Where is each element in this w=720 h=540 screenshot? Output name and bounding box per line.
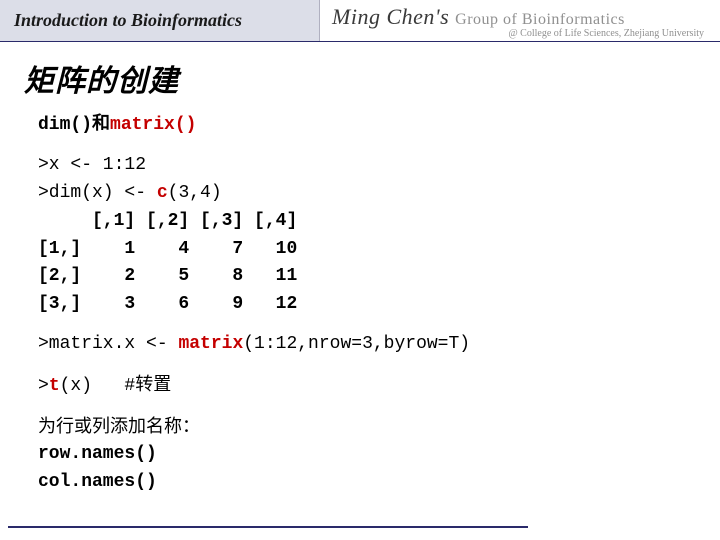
group-line: Ming Chen's Group of Bioinformatics <box>332 4 720 30</box>
code-block-3: >t(x) #转置 <box>38 371 696 401</box>
names-intro: 为行或列添加名称： <box>38 413 696 441</box>
code-line: >dim(x) <- c(3,4) <box>38 180 696 208</box>
header-right: Ming Chen's Group of Bioinformatics @ Co… <box>320 0 720 41</box>
matrix-fn: matrix() <box>110 115 196 135</box>
author-name: Ming Chen's <box>332 4 449 30</box>
matrix-row: [2,] 2 5 8 11 <box>38 263 696 291</box>
code-block-2: >matrix.x <- matrix(1:12,nrow=3,byrow=T) <box>38 331 696 359</box>
matrix-header: [,1] [,2] [,3] [,4] <box>38 208 696 236</box>
rownames-fn: row.names() <box>38 441 696 469</box>
c-fn: c <box>157 183 168 203</box>
matrix-row: [3,] 3 6 9 12 <box>38 291 696 319</box>
code-text: > <box>38 376 49 396</box>
code-text: (3,4) <box>168 183 222 203</box>
slide-header: Introduction to Bioinformatics Ming Chen… <box>0 0 720 42</box>
and-text: 和 <box>92 113 110 133</box>
slide-content: 矩阵的创建 dim()和matrix() >x <- 1:12 >dim(x) … <box>0 42 720 497</box>
code-text: >dim(x) <- <box>38 183 157 203</box>
slide-title: 矩阵的创建 <box>24 56 696 100</box>
code-line: >x <- 1:12 <box>38 152 696 180</box>
matrix-fn: matrix <box>178 334 243 354</box>
group-name: Group of Bioinformatics <box>455 11 625 29</box>
affiliation: @ College of Life Sciences, Zhejiang Uni… <box>332 28 720 39</box>
footer-rule <box>8 526 528 528</box>
colnames-fn: col.names() <box>38 469 696 497</box>
code-text: >matrix.x <- <box>38 334 178 354</box>
names-block: 为行或列添加名称： row.names() col.names() <box>38 413 696 497</box>
t-fn: t <box>49 376 60 396</box>
course-title: Introduction to Bioinformatics <box>14 10 242 31</box>
dim-fn: dim() <box>38 115 92 135</box>
code-text: (1:12,nrow=3,byrow=T) <box>243 334 470 354</box>
matrix-row: [1,] 1 4 7 10 <box>38 236 696 264</box>
comment-text: 转置 <box>135 374 171 394</box>
code-text: (x) # <box>60 376 136 396</box>
intro-line: dim()和matrix() <box>38 110 696 140</box>
header-left: Introduction to Bioinformatics <box>0 0 320 41</box>
code-block-1: >x <- 1:12 >dim(x) <- c(3,4) [,1] [,2] [… <box>38 152 696 319</box>
